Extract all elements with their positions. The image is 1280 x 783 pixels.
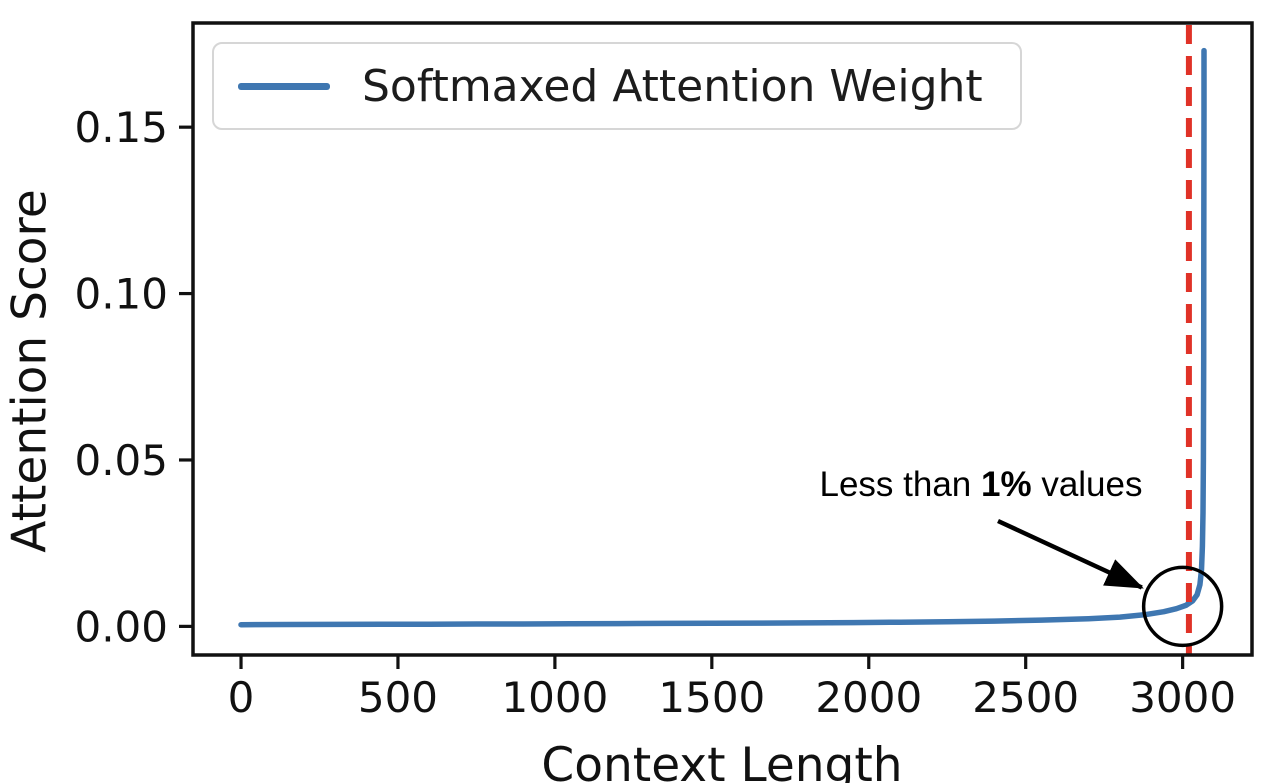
- plot-spines: [191, 21, 1254, 657]
- x-axis-tick-label: 1000: [501, 673, 608, 722]
- x-axis-tick-label: 0: [228, 673, 255, 722]
- y-axis-label: Attention Score: [2, 189, 58, 553]
- annotation-suffix: values: [1031, 465, 1143, 504]
- annotation-circle: [1141, 565, 1224, 648]
- annotation-arrow: [997, 518, 1144, 590]
- x-axis-tick-label: 500: [358, 673, 438, 722]
- annotation-less-than-1pct: Less than 1% values: [820, 465, 1143, 505]
- x-axis-tick-label: 1500: [658, 673, 765, 722]
- y-axis-tick-label: 0.10: [74, 270, 168, 319]
- legend-label: Softmaxed Attention Weight: [362, 60, 983, 112]
- x-axis-tick-label: 2500: [972, 673, 1079, 722]
- x-axis-tick-label: 3000: [1129, 673, 1236, 722]
- legend-line-sample-icon: [238, 82, 330, 90]
- x-axis-tick-label: 2000: [815, 673, 922, 722]
- y-axis-tick-label: 0.05: [74, 436, 168, 485]
- x-axis-label: Context Length: [541, 738, 903, 783]
- y-axis-tick-label: 0.00: [74, 602, 168, 651]
- legend: Softmaxed Attention Weight: [212, 42, 1022, 130]
- y-axis-tick-label: 0.15: [74, 103, 168, 152]
- attention-curve: [238, 47, 1207, 628]
- annotation-prefix: Less than: [819, 465, 981, 504]
- annotation-bold-1pct: 1%: [981, 465, 1032, 504]
